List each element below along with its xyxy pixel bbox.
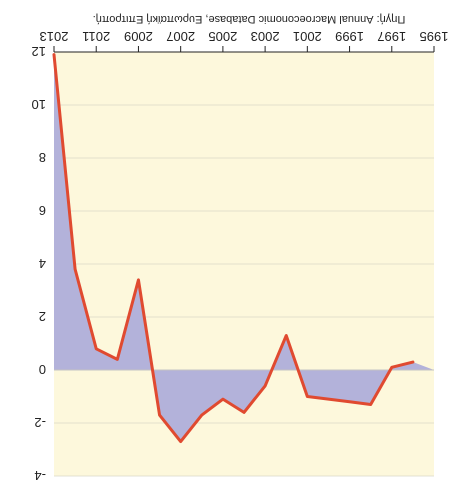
y-tick-label: 2 [39,309,46,324]
x-tick-label: 1997 [377,29,406,44]
rotated-chart-group: 1995 1997 1999 2001 2003 2005 2007 2009 2011 2013… [32,13,449,483]
x-tick-label: 2003 [251,29,280,44]
x-tick-label: 2009 [124,29,153,44]
x-tick-label: 2007 [166,29,195,44]
y-tick-label: 0 [39,362,46,377]
x-tick-label: 2001 [293,29,322,44]
x-tick-label: 2011 [82,29,110,44]
x-tick-label: 2005 [208,29,237,44]
y-tick-label: 6 [39,203,46,218]
y-tick-label: 12 [32,44,46,59]
series-line [52,53,415,444]
y-tick-label: -4 [34,468,46,483]
y-tick-label: -2 [34,415,46,430]
x-tick-label: 1999 [335,29,364,44]
y-tick-label: 8 [39,150,46,165]
y-tick-label: 4 [39,256,46,271]
y-axis-ticks: -4 -2 0 2 4 6 8 10 12 [32,44,46,483]
x-tick-label: 2013 [40,29,69,44]
x-tick-label: 1995 [420,29,449,44]
y-tick-label: 10 [32,97,46,112]
x-axis-ticks: 1995 1997 1999 2001 2003 2005 2007 2009 2011 2013 [40,29,449,52]
source-note: Πηγή: Annual Macroeconomic Database, Ευρ… [93,13,406,25]
